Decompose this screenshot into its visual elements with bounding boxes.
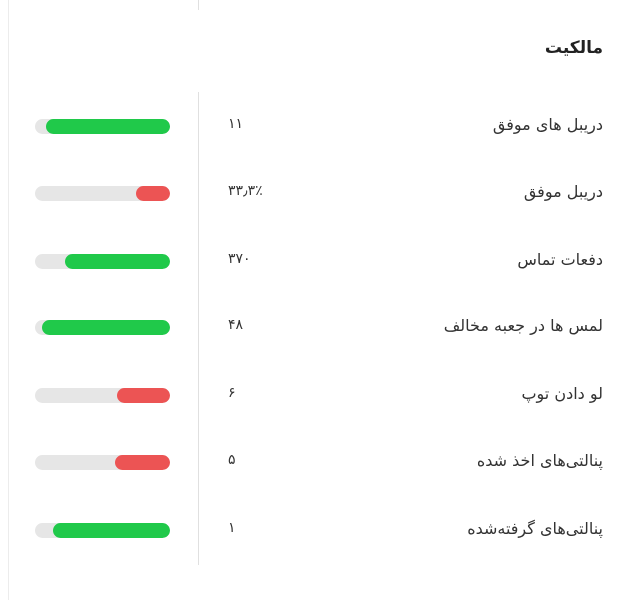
stat-label: دریبل موفق [523, 182, 603, 201]
bar-track [35, 523, 170, 538]
bar-fill [52, 523, 170, 538]
stat-label: لمس ها در جعبه مخالف [443, 316, 603, 335]
section-title: مالکیت [544, 38, 603, 58]
stat-label: پنالتی‌های گرفته‌شده [467, 519, 603, 538]
bar-track [35, 254, 170, 269]
bar-fill [117, 388, 170, 403]
stat-label: پنالتی‌های اخذ شده [476, 451, 603, 470]
stat-row: دریبل موفق ۳۳٫۳٪ [0, 178, 627, 208]
stat-row: لو دادن توپ ۶ [0, 380, 627, 410]
bar-track [35, 320, 170, 335]
stat-label: لو دادن توپ [521, 384, 603, 403]
stat-value: ۴۸ [228, 317, 244, 333]
bar-track [35, 119, 170, 134]
bar-track [35, 455, 170, 470]
bar-fill [136, 186, 170, 201]
bar-track [35, 388, 170, 403]
bar-fill [41, 320, 170, 335]
stat-row: دریبل های موفق ۱۱ [0, 111, 627, 141]
stat-row: لمس ها در جعبه مخالف ۴۸ [0, 312, 627, 342]
stat-label: دفعات تماس [517, 250, 603, 269]
panel-edge [8, 0, 9, 600]
bar-track [35, 186, 170, 201]
bar-fill [64, 254, 170, 269]
bar-fill [114, 455, 170, 470]
stat-row: دفعات تماس ۳۷۰ [0, 246, 627, 276]
stat-value: ۵ [228, 452, 236, 468]
column-divider [198, 92, 199, 565]
stat-value: ۶ [228, 385, 236, 401]
stat-row: پنالتی‌های اخذ شده ۵ [0, 447, 627, 477]
stat-value: ۳۳٫۳٪ [228, 183, 263, 199]
top-divider [198, 0, 199, 10]
stat-label: دریبل های موفق [492, 115, 603, 134]
stat-value: ۳۷۰ [228, 251, 251, 267]
stat-value: ۱۱ [228, 116, 244, 132]
stat-value: ۱ [228, 520, 236, 536]
bar-fill [45, 119, 170, 134]
stat-row: پنالتی‌های گرفته‌شده ۱ [0, 515, 627, 545]
